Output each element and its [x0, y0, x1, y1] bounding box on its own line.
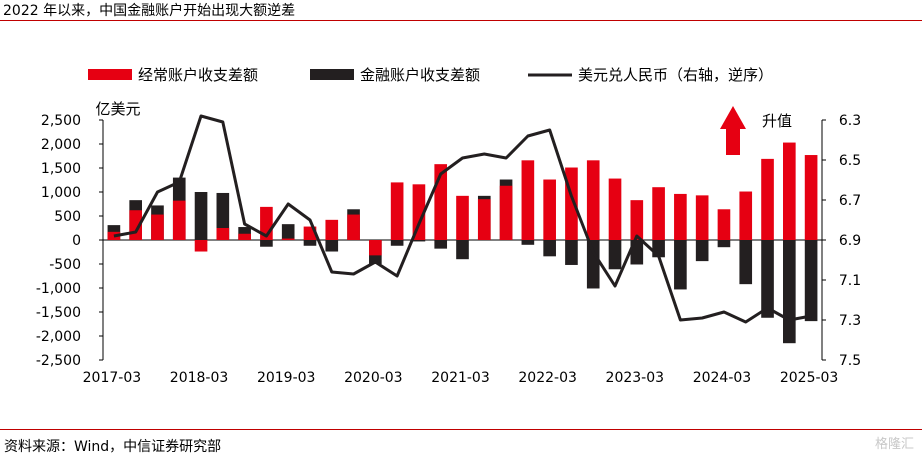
current-account-bar: [477, 199, 491, 240]
left-tick-label: 1,500: [41, 161, 81, 177]
legend: 经常账户收支差额 金融账户收支差额 美元兑人民币（右轴，逆序）: [88, 66, 773, 84]
legend-swatch: [310, 69, 354, 80]
financial-account-bar: [717, 240, 731, 248]
left-tick-label: 0: [72, 233, 81, 249]
current-account-bar: [608, 178, 622, 240]
right-tick-label: 7.3: [839, 313, 861, 329]
current-account-bar: [674, 193, 687, 240]
left-tick-label: -1,000: [36, 281, 81, 297]
current-account-bar: [695, 195, 709, 240]
financial-account-bar: [804, 240, 818, 322]
current-account-bar: [369, 240, 382, 256]
source-note: 资料来源：Wind，中信证券研究部: [4, 439, 222, 455]
financial-account-bar: [260, 240, 273, 247]
x-tick-label: 2019-03: [257, 370, 316, 386]
x-tick-label: 2023-03: [606, 370, 665, 386]
x-tick-label: 2018-03: [170, 370, 229, 386]
financial-account-bar: [543, 240, 556, 257]
usdcny-line: [113, 114, 812, 324]
left-tick-label: -500: [49, 257, 81, 273]
financial-account-bar: [739, 240, 753, 285]
financial-account-bar: [325, 240, 339, 252]
current-account-bar: [761, 158, 774, 240]
current-account-bar: [238, 233, 251, 240]
current-account-bar: [390, 182, 404, 240]
x-tick-label: 2021-03: [431, 370, 490, 386]
left-tick-label: 2,000: [41, 137, 81, 153]
financial-account-bar: [521, 240, 535, 245]
axes: 2,500 2,000 1,500 1,000 500 0 -500 -1,000 -1,500…: [36, 113, 861, 386]
up-arrow-icon: [720, 106, 746, 155]
financial-account-bar: [434, 240, 448, 249]
chart-title: 2022 年以来，中国金融账户开始出现大额逆差: [3, 3, 296, 19]
left-tick-label: -1,500: [36, 305, 81, 321]
right-tick-label: 6.5: [839, 153, 861, 169]
financial-account-bar: [695, 240, 709, 262]
left-tick-label: -2,000: [36, 329, 81, 345]
appreciation-label: 升值: [762, 112, 792, 130]
current-account-bar: [499, 185, 513, 240]
current-account-bar: [325, 219, 339, 240]
right-tick-label: 6.9: [839, 233, 861, 249]
left-tick-label: 2,500: [41, 113, 81, 129]
appreciation-annotation: 升值: [720, 106, 792, 155]
current-account-bar: [586, 160, 600, 240]
chart-svg: 经常账户收支差额 金融账户收支差额 美元兑人民币（右轴，逆序） 亿美元 2,5002…: [36, 66, 861, 386]
legend-swatch: [88, 69, 132, 80]
footer-divider: [0, 429, 922, 430]
x-tick-label: 2025-03: [780, 370, 839, 386]
x-tick-label: 2020-03: [344, 370, 403, 386]
left-tick-label: -2,500: [36, 353, 81, 369]
current-account-bar: [281, 238, 295, 240]
financial-account-bar: [608, 240, 622, 270]
usdcny-line-path: [113, 114, 812, 324]
financial-account-bar: [565, 240, 578, 265]
current-account-bar: [804, 155, 818, 240]
financial-account-bar: [281, 224, 295, 240]
title-divider: [0, 20, 922, 21]
financial-account-bar: [456, 240, 469, 260]
current-account-bar: [652, 187, 665, 240]
legend-label: 经常账户收支差额: [138, 66, 258, 84]
legend-label: 美元兑人民币（右轴，逆序）: [578, 66, 773, 84]
financial-account-bar: [194, 192, 208, 240]
current-account-bar: [151, 214, 164, 240]
current-account-bar: [717, 209, 731, 240]
financial-account-bar: [412, 240, 426, 242]
financial-account-bar: [761, 240, 774, 318]
financial-account-bar: [586, 240, 600, 289]
financial-account-bar: [674, 240, 687, 290]
current-account-bar: [216, 228, 230, 240]
current-account-bar: [194, 240, 208, 252]
right-tick-label: 7.5: [839, 353, 861, 369]
current-account-bar: [347, 214, 360, 240]
x-tick-label: 2022-03: [518, 370, 577, 386]
current-account-bar: [782, 142, 796, 240]
current-account-bar: [630, 200, 644, 240]
x-tick-label: 2017-03: [83, 370, 142, 386]
current-account-bar: [739, 191, 753, 240]
financial-account-bar: [390, 240, 404, 246]
left-axis-label: 亿美元: [95, 100, 140, 118]
right-tick-label: 7.1: [839, 273, 861, 289]
current-account-bar: [543, 179, 556, 240]
right-tick-label: 6.3: [839, 113, 861, 129]
current-account-bar: [456, 195, 469, 240]
left-tick-label: 500: [54, 209, 81, 225]
financial-account-bar: [782, 240, 796, 344]
current-account-bar: [172, 200, 186, 240]
left-tick-label: 1,000: [41, 185, 81, 201]
legend-label: 金融账户收支差额: [360, 66, 480, 84]
watermark: 格隆汇: [874, 437, 914, 452]
right-tick-label: 6.7: [839, 193, 861, 209]
current-account-bar: [521, 160, 535, 240]
financial-account-bar: [303, 240, 317, 246]
current-account-bar: [412, 184, 426, 240]
x-tick-label: 2024-03: [693, 370, 752, 386]
